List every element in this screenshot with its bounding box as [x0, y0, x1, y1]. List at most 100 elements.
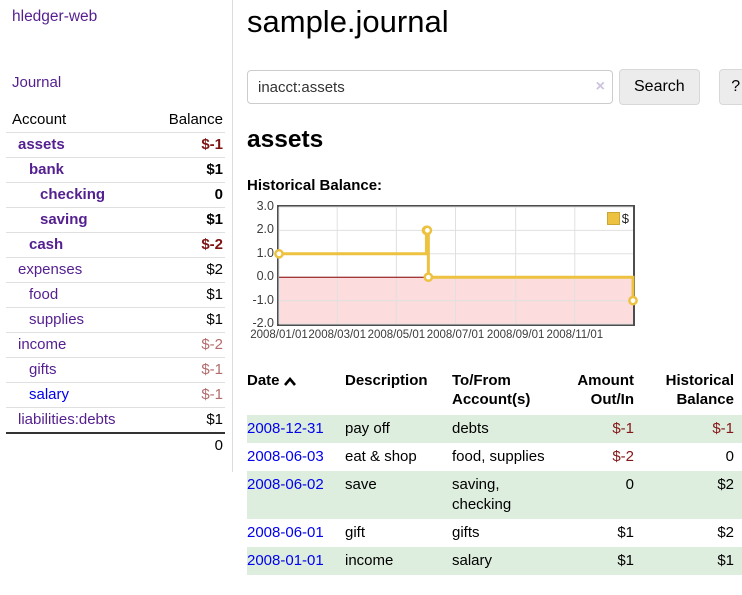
- account-row: income $-2: [6, 332, 225, 358]
- account-link-gifts[interactable]: gifts: [29, 361, 57, 378]
- transaction-accounts: gifts: [452, 524, 480, 541]
- y-axis-tick-label: -2.0: [252, 316, 274, 330]
- y-axis-tick-label: 0.0: [256, 269, 274, 284]
- account-link-supplies[interactable]: supplies: [29, 311, 85, 328]
- account-row: liabilities:debts $1: [6, 407, 225, 433]
- search-button[interactable]: Search: [619, 69, 700, 105]
- account-row: supplies $1: [6, 307, 225, 333]
- account-heading: assets: [247, 126, 324, 153]
- sort-ascending-icon: [283, 376, 296, 386]
- transaction-accounts: salary: [452, 547, 577, 575]
- account-link-checking[interactable]: checking: [40, 186, 106, 203]
- account-row: gifts $-1: [6, 357, 225, 383]
- transaction-date-link[interactable]: 2008-12-31: [247, 420, 324, 437]
- clear-search-icon[interactable]: ×: [595, 78, 605, 95]
- accounts-header-balance: Balance: [168, 111, 223, 128]
- transaction-date-link[interactable]: 2008-06-01: [247, 524, 324, 541]
- transaction-date-link[interactable]: 2008-06-03: [247, 448, 324, 465]
- search-input[interactable]: [247, 70, 613, 104]
- legend-swatch-icon: [606, 212, 620, 225]
- transaction-accounts: saving, checking: [452, 471, 577, 519]
- y-axis-tick-label: 1.0: [256, 245, 274, 260]
- account-balance: $-2: [145, 332, 225, 358]
- accounts-header-account: Account: [12, 111, 67, 128]
- y-axis-tick-label: 2.0: [256, 222, 274, 237]
- sidebar-item-journal[interactable]: Journal: [12, 74, 62, 91]
- account-link-income[interactable]: income: [18, 336, 67, 353]
- account-link-food[interactable]: food: [29, 286, 59, 303]
- x-axis-tick-label: 2008/05/01: [367, 329, 426, 341]
- account-link-saving[interactable]: saving: [40, 211, 88, 228]
- transaction-accounts: debts: [452, 415, 577, 443]
- account-link-expenses[interactable]: expenses: [18, 261, 83, 278]
- transaction-description: save: [345, 471, 452, 519]
- transaction-accounts: food, supplies: [452, 448, 545, 465]
- transaction-description: gift: [345, 524, 366, 541]
- account-balance: $-1: [145, 132, 225, 158]
- account-balance: $-1: [145, 357, 225, 383]
- account-balance: $-2: [145, 232, 225, 258]
- account-balance: $1: [145, 307, 225, 333]
- account-row: checking 0: [6, 182, 225, 208]
- chart-legend: $: [605, 210, 630, 227]
- transaction-description: pay off: [345, 415, 452, 443]
- account-row: bank $1: [6, 157, 225, 183]
- column-header-amount: Amount Out/In: [577, 372, 634, 408]
- search-form: × Search ?: [247, 69, 742, 105]
- x-axis-tick-label: 2008/07/01: [426, 329, 485, 341]
- register-header-row: Date Description To/From Account(s) Amou…: [247, 369, 742, 415]
- x-axis-tick-label: 2008/11/01: [546, 329, 604, 341]
- transaction-row[interactable]: 2008-06-03 eat & shop food, supplies $-2 0: [247, 443, 742, 471]
- transaction-amount: $1: [617, 524, 634, 541]
- account-row: saving $1: [6, 207, 225, 233]
- accounts-total-value: 0: [145, 432, 225, 458]
- accounts-total-row: 0: [6, 432, 225, 458]
- account-balance: $1: [145, 407, 225, 433]
- legend-series-label: $: [621, 211, 629, 226]
- transaction-row[interactable]: 2008-06-01 gift gifts $1 $2: [247, 519, 742, 547]
- transaction-date-link[interactable]: 2008-01-01: [247, 552, 324, 569]
- app-title-link[interactable]: hledger-web: [12, 8, 98, 25]
- y-axis-tick-label: -1.0: [252, 292, 274, 307]
- x-axis-tick-label: 2008/01/01: [250, 329, 308, 341]
- transaction-balance: 0: [725, 448, 734, 465]
- chart-plot-area: $: [274, 205, 638, 326]
- transaction-balance: $-1: [642, 415, 742, 443]
- register-table: Date Description To/From Account(s) Amou…: [247, 369, 742, 575]
- transaction-amount: $-1: [577, 415, 642, 443]
- account-link-cash[interactable]: cash: [29, 236, 64, 253]
- chart-series-svg: [274, 206, 638, 325]
- account-row: salary $-1: [6, 382, 225, 408]
- transaction-row[interactable]: 2008-01-01 income salary $1 $1: [247, 547, 742, 575]
- transaction-date-link[interactable]: 2008-06-02: [247, 476, 324, 493]
- transaction-row[interactable]: 2008-12-31 pay off debts $-1 $-1: [247, 415, 742, 443]
- help-button[interactable]: ?: [718, 69, 742, 105]
- account-link-bank[interactable]: bank: [29, 161, 65, 178]
- transaction-description: income: [345, 547, 452, 575]
- transaction-row[interactable]: 2008-06-02 save saving, checking 0 $2: [247, 471, 742, 519]
- account-link-salary[interactable]: salary: [29, 386, 70, 403]
- transaction-amount: $-2: [612, 448, 634, 465]
- transaction-balance: $2: [717, 524, 734, 541]
- account-link-assets[interactable]: assets: [18, 136, 65, 153]
- main-content: sample.journal × Search ? assets Histori…: [233, 0, 742, 595]
- chart-title: Historical Balance:: [247, 177, 383, 194]
- historical-balance-chart: $ 3.0 2.0 1.0 0.0 -1.0 -2.0 2008/01/01 2008/03/…: [247, 199, 742, 344]
- x-axis-tick-label: 2008/09/01: [486, 329, 545, 341]
- transaction-amount: $1: [577, 547, 642, 575]
- column-header-description: Description: [345, 372, 428, 389]
- column-header-tofrom: To/From Account(s): [452, 372, 531, 408]
- accounts-header-row: Account Balance: [6, 108, 225, 133]
- account-row: assets $-1: [6, 132, 225, 158]
- column-header-date[interactable]: Date: [247, 369, 345, 415]
- transaction-description: eat & shop: [345, 448, 417, 465]
- transaction-amount: 0: [577, 471, 642, 519]
- account-row: food $1: [6, 282, 225, 308]
- x-axis-tick-label: 2008/03/01: [308, 329, 366, 341]
- accounts-table: Account Balance assets $-1 bank $1 checking 0…: [6, 108, 225, 458]
- y-axis-tick-label: 3.0: [256, 199, 274, 213]
- account-balance: $1: [145, 207, 225, 233]
- account-row: expenses $2: [6, 257, 225, 283]
- account-link-liabilities-debts[interactable]: liabilities:debts: [18, 411, 116, 428]
